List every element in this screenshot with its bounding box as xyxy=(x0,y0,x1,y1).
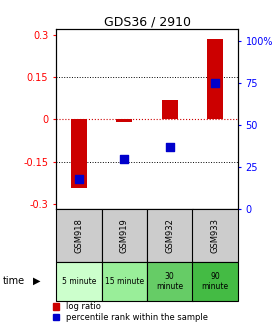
Text: 90
minute: 90 minute xyxy=(202,271,229,291)
Title: GDS36 / 2910: GDS36 / 2910 xyxy=(104,15,190,28)
Point xyxy=(213,80,218,86)
Text: GSM932: GSM932 xyxy=(165,218,174,253)
Bar xyxy=(162,100,178,119)
Text: 15 minute: 15 minute xyxy=(105,277,144,286)
Text: GSM918: GSM918 xyxy=(74,218,83,253)
Bar xyxy=(192,209,238,262)
Point xyxy=(76,176,81,181)
Bar xyxy=(56,262,101,301)
Text: 5 minute: 5 minute xyxy=(62,277,96,286)
Text: ▶: ▶ xyxy=(33,276,40,286)
Bar xyxy=(101,262,147,301)
Bar xyxy=(101,209,147,262)
Point xyxy=(122,156,127,162)
Bar xyxy=(116,119,132,122)
Legend: log ratio, percentile rank within the sample: log ratio, percentile rank within the sa… xyxy=(52,301,209,323)
Bar xyxy=(147,262,193,301)
Point xyxy=(167,145,172,150)
Text: time: time xyxy=(3,276,25,286)
Text: GSM919: GSM919 xyxy=(120,218,129,253)
Bar xyxy=(207,39,223,119)
Bar xyxy=(71,119,87,188)
Bar xyxy=(56,209,101,262)
Text: GSM933: GSM933 xyxy=(211,218,220,253)
Text: 30
minute: 30 minute xyxy=(156,271,183,291)
Bar xyxy=(192,262,238,301)
Bar xyxy=(147,209,193,262)
